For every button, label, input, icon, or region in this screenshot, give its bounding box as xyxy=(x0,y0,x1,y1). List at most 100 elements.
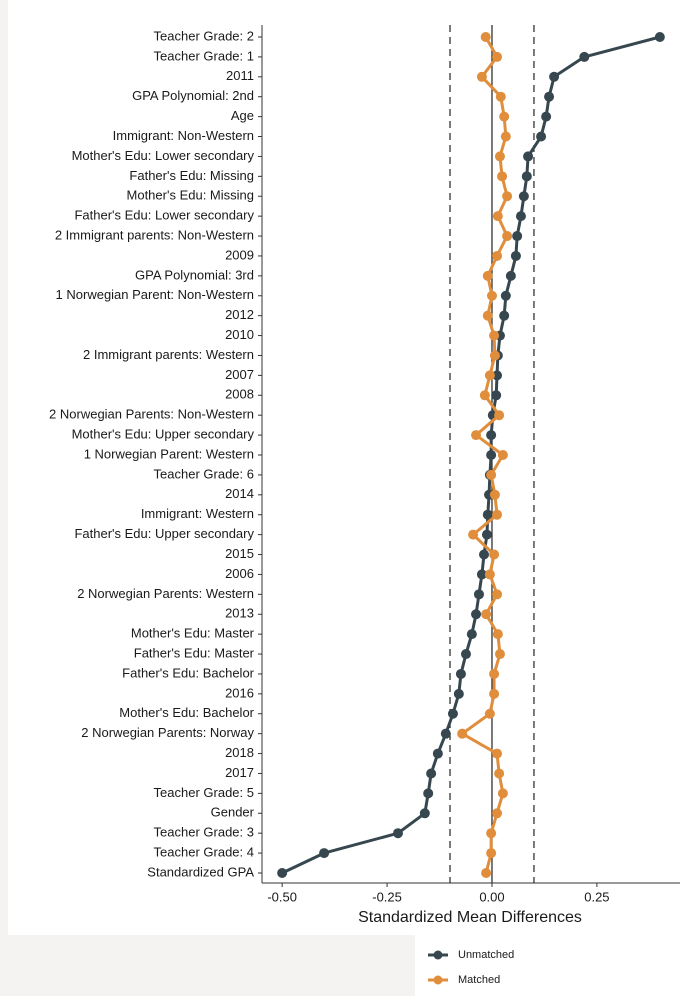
y-tick-label: 2 Immigrant parents: Non-Western xyxy=(55,227,254,242)
point xyxy=(495,91,506,102)
point xyxy=(494,649,505,660)
y-tick-label: 2013 xyxy=(225,606,254,621)
point xyxy=(502,231,513,242)
y-tick-label: Father's Edu: Bachelor xyxy=(122,665,254,680)
point xyxy=(489,330,500,341)
point xyxy=(471,430,482,441)
y-tick-label: Teacher Grade: 4 xyxy=(154,845,254,860)
point xyxy=(489,489,500,500)
point xyxy=(497,171,508,182)
point xyxy=(502,191,513,202)
point xyxy=(500,131,511,142)
point xyxy=(277,868,288,878)
y-tick-label: Mother's Edu: Master xyxy=(131,626,255,641)
point xyxy=(476,569,487,580)
point xyxy=(536,131,547,142)
y-tick-label: 2010 xyxy=(225,327,254,342)
point xyxy=(499,111,510,122)
x-tick-label: -0.25 xyxy=(372,889,402,904)
point xyxy=(521,171,532,182)
point xyxy=(494,410,505,421)
y-tick-label: 2017 xyxy=(225,765,254,780)
y-tick-label: 1 Norwegian Parent: Western xyxy=(84,446,254,461)
point xyxy=(492,370,503,381)
point xyxy=(455,668,466,679)
point xyxy=(489,688,500,699)
point xyxy=(491,390,502,401)
y-tick-label: Mother's Edu: Bachelor xyxy=(119,705,254,720)
y-tick-label: 2012 xyxy=(225,307,254,322)
point xyxy=(479,549,490,560)
point xyxy=(654,32,665,42)
x-tick-label: 0.25 xyxy=(584,889,609,904)
point xyxy=(489,549,500,560)
y-tick-label: 2016 xyxy=(225,685,254,700)
point xyxy=(486,848,497,859)
y-tick-label: 2008 xyxy=(225,387,254,402)
panel xyxy=(8,0,682,935)
y-tick-label: Father's Edu: Master xyxy=(134,645,255,660)
point xyxy=(492,589,503,600)
y-tick-label: Teacher Grade: 6 xyxy=(154,466,254,481)
legend-panel xyxy=(415,935,682,996)
point xyxy=(492,748,503,759)
x-axis-title: Standardized Mean Differences xyxy=(358,909,582,926)
y-tick-label: 1 Norwegian Parent: Non-Western xyxy=(56,287,254,302)
point xyxy=(466,629,477,640)
point xyxy=(492,51,503,62)
y-tick-label: 2014 xyxy=(225,486,254,501)
y-tick-label: Teacher Grade: 3 xyxy=(154,825,254,840)
point xyxy=(486,450,497,460)
y-tick-label: Father's Edu: Lower secondary xyxy=(74,208,254,223)
point xyxy=(476,71,487,82)
point xyxy=(541,111,552,122)
point xyxy=(499,310,510,321)
x-tick-label: 0.00 xyxy=(479,889,504,904)
y-tick-label: Standardized GPA xyxy=(147,864,254,879)
point xyxy=(492,808,503,819)
y-tick-label: 2 Norwegian Parents: Norway xyxy=(81,725,254,740)
y-tick-label: Teacher Grade: 2 xyxy=(154,28,254,43)
point xyxy=(319,848,330,859)
legend-swatch xyxy=(433,950,443,960)
point xyxy=(392,828,403,839)
y-tick-label: 2 Norwegian Parents: Western xyxy=(77,586,254,601)
point xyxy=(518,191,529,202)
point xyxy=(486,469,497,480)
point xyxy=(482,509,493,520)
point xyxy=(423,788,434,799)
point xyxy=(489,350,500,361)
y-tick-label: GPA Polynomial: 2nd xyxy=(132,88,254,103)
point xyxy=(492,211,503,222)
y-tick-label: 2011 xyxy=(226,68,254,83)
point xyxy=(486,290,497,301)
point xyxy=(497,788,508,799)
point xyxy=(419,808,430,819)
point xyxy=(492,509,503,520)
legend-label: Matched xyxy=(458,974,500,986)
point xyxy=(457,728,468,739)
point xyxy=(515,211,526,222)
point xyxy=(486,430,497,441)
point xyxy=(549,71,560,82)
point xyxy=(482,270,493,281)
y-tick-label: 2018 xyxy=(225,745,254,760)
y-tick-label: Age xyxy=(231,108,254,123)
point xyxy=(505,270,516,281)
y-tick-label: 2 Immigrant parents: Western xyxy=(83,347,254,362)
point xyxy=(494,768,505,779)
y-tick-label: Gender xyxy=(211,805,255,820)
point xyxy=(481,609,492,620)
point xyxy=(432,748,443,759)
y-tick-label: Teacher Grade: 5 xyxy=(154,785,254,800)
point xyxy=(484,708,495,719)
y-tick-label: Immigrant: Non-Western xyxy=(113,128,254,143)
point xyxy=(497,450,508,460)
legend-label: Unmatched xyxy=(458,949,514,961)
point xyxy=(468,529,479,540)
point xyxy=(479,390,490,401)
point xyxy=(489,668,500,679)
y-tick-label: 2015 xyxy=(225,546,254,561)
point xyxy=(480,32,491,42)
